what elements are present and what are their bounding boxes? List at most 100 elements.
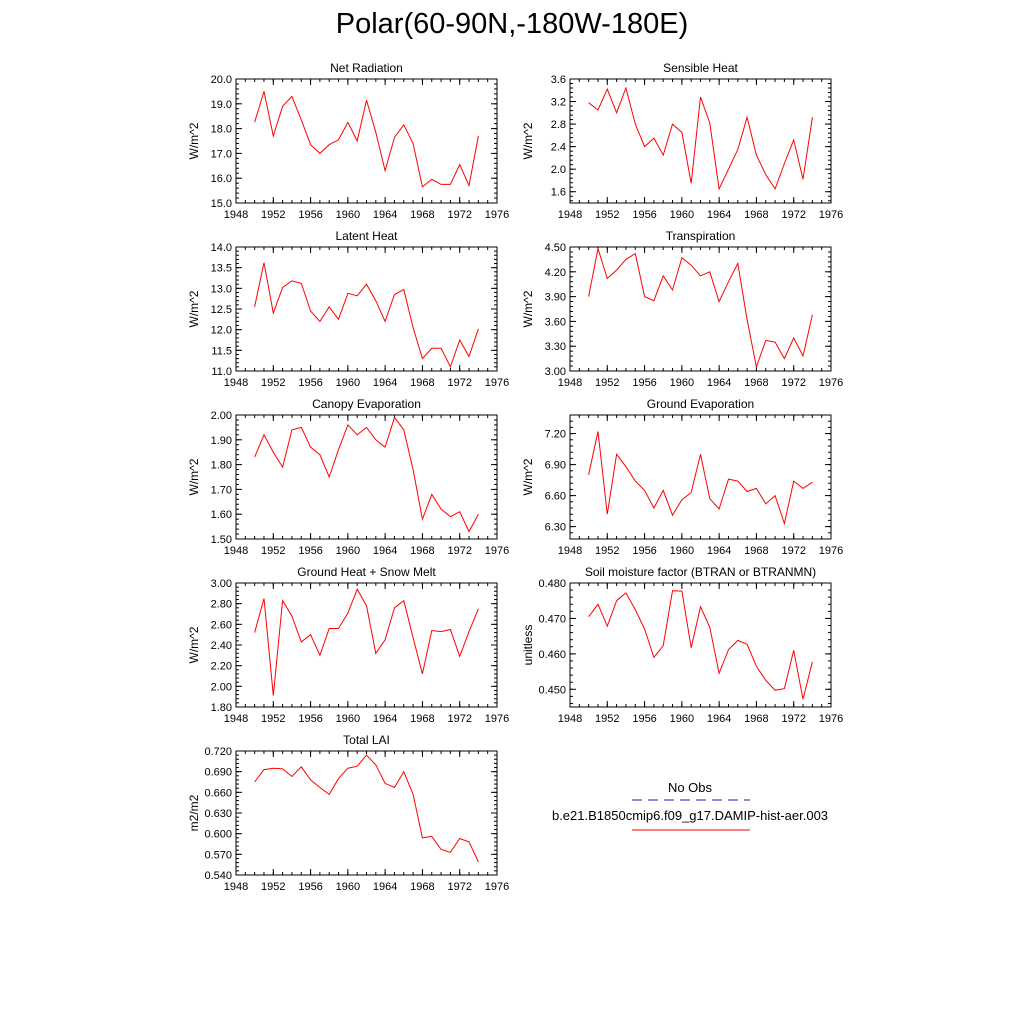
legend: No Obs b.e21.B1850cmip6.f09_g17.DAMIP-hi… — [552, 780, 828, 831]
x-tick-label: 1956 — [298, 881, 322, 893]
y-tick-label: 4.20 — [545, 267, 566, 279]
y-tick-label: 0.570 — [204, 849, 232, 861]
x-tick-label: 1948 — [224, 377, 248, 389]
y-tick-label: 0.450 — [538, 684, 566, 696]
x-tick-label: 1960 — [336, 881, 360, 893]
x-tick-label: 1964 — [707, 713, 731, 725]
y-tick-label: 0.460 — [538, 649, 566, 661]
x-tick-label: 1948 — [558, 713, 582, 725]
x-tick-label: 1960 — [670, 377, 694, 389]
x-tick-label: 1964 — [373, 377, 397, 389]
y-tick-label: 0.660 — [204, 787, 232, 799]
x-tick-label: 1948 — [224, 209, 248, 221]
y-axis-label: W/m^2 — [187, 626, 201, 663]
y-tick-label: 13.0 — [211, 283, 232, 295]
y-tick-label: 11.5 — [211, 345, 232, 357]
y-tick-label: 0.720 — [204, 746, 232, 758]
y-tick-label: 1.50 — [211, 534, 232, 546]
series-line — [588, 248, 813, 369]
y-tick-label: 3.30 — [545, 341, 566, 353]
plot-frame — [569, 582, 832, 708]
y-tick-label: 14.0 — [211, 242, 232, 254]
chart-panel-2: Latent Heat W/m^2 1948 1952 1956 1960 1964 1968… — [187, 229, 509, 389]
x-tick-label: 1956 — [298, 209, 322, 221]
y-tick-label: 3.2 — [551, 97, 566, 109]
y-tick-label: 2.40 — [211, 640, 232, 652]
x-tick-label: 1976 — [485, 545, 509, 557]
x-tick-label: 1968 — [744, 377, 768, 389]
x-tick-label: 1968 — [744, 545, 768, 557]
panel-title: Total LAI — [343, 733, 390, 747]
y-tick-label: 6.90 — [545, 460, 566, 472]
y-tick-label: 1.80 — [211, 460, 232, 472]
x-tick-label: 1952 — [261, 713, 285, 725]
x-tick-label: 1956 — [632, 545, 656, 557]
x-tick-label: 1968 — [410, 881, 434, 893]
x-tick-label: 1956 — [632, 377, 656, 389]
y-axis-label: W/m^2 — [521, 122, 535, 159]
series-line — [254, 754, 479, 863]
y-tick-label: 2.80 — [211, 599, 232, 611]
x-tick-label: 1968 — [410, 545, 434, 557]
x-tick-label: 1972 — [447, 881, 471, 893]
x-tick-label: 1972 — [781, 377, 805, 389]
y-tick-label: 16.0 — [211, 173, 232, 185]
series-line — [254, 416, 479, 533]
plot-frame — [235, 414, 498, 540]
x-tick-label: 1972 — [781, 209, 805, 221]
x-tick-label: 1956 — [298, 713, 322, 725]
x-tick-label: 1960 — [670, 713, 694, 725]
x-tick-label: 1968 — [410, 713, 434, 725]
x-tick-label: 1960 — [336, 545, 360, 557]
x-tick-label: 1976 — [485, 881, 509, 893]
x-tick-label: 1972 — [447, 713, 471, 725]
y-tick-label: 3.6 — [551, 74, 566, 86]
y-tick-label: 3.90 — [545, 292, 566, 304]
plot-frame — [235, 78, 498, 204]
figure-title: Polar(60-90N,-180W-180E) — [335, 8, 689, 40]
x-tick-label: 1948 — [558, 545, 582, 557]
series-line — [588, 86, 813, 191]
y-tick-label: 1.70 — [211, 484, 232, 496]
x-tick-label: 1948 — [224, 713, 248, 725]
x-tick-label: 1960 — [670, 545, 694, 557]
y-tick-label: 15.0 — [211, 198, 232, 210]
chart-panel-6: Ground Heat + Snow Melt W/m^2 1948 1952 1956… — [187, 565, 509, 725]
x-tick-label: 1972 — [447, 377, 471, 389]
plot-frame — [569, 414, 832, 540]
chart-panel-3: Transpiration W/m^2 1948 1952 1956 1960 1964 19… — [521, 229, 843, 389]
chart-panel-4: Canopy Evaporation W/m^2 1948 1952 1956 1960 1… — [187, 397, 509, 557]
panel-title: Soil moisture factor (BTRAN or BTRANMN) — [585, 565, 816, 579]
chart-panel-5: Ground Evaporation W/m^2 1948 1952 1956 1960 1… — [521, 397, 843, 557]
y-tick-label: 6.60 — [545, 491, 566, 503]
y-axis-label: W/m^2 — [521, 458, 535, 495]
y-tick-label: 0.470 — [538, 613, 566, 625]
y-tick-label: 2.00 — [211, 410, 232, 422]
plot-frame — [235, 582, 498, 708]
x-tick-label: 1964 — [373, 545, 397, 557]
x-tick-label: 1964 — [373, 209, 397, 221]
y-tick-label: 0.630 — [204, 808, 232, 820]
y-tick-label: 0.480 — [538, 578, 566, 590]
x-tick-label: 1956 — [298, 377, 322, 389]
panel-title: Transpiration — [666, 229, 736, 243]
y-tick-label: 1.6 — [551, 187, 566, 199]
y-axis-label: W/m^2 — [187, 122, 201, 159]
y-axis-label: W/m^2 — [521, 290, 535, 327]
y-tick-label: 6.30 — [545, 522, 566, 534]
chart-panel-1: Sensible Heat W/m^2 1948 1952 1956 1960 1964 19… — [521, 61, 843, 221]
y-axis-label: m2/m2 — [187, 794, 201, 831]
y-tick-label: 1.60 — [211, 509, 232, 521]
chart-panel-7: Soil moisture factor (BTRAN or BTRANMN) u… — [521, 565, 843, 725]
x-tick-label: 1952 — [261, 209, 285, 221]
y-axis-label: W/m^2 — [187, 458, 201, 495]
x-tick-label: 1972 — [447, 545, 471, 557]
chart-panel-8: Total LAI m2/m2 1948 1952 1956 1960 1964 1968 19… — [187, 733, 509, 893]
y-axis-label: unitless — [521, 625, 535, 666]
legend-label-no-obs: No Obs — [668, 780, 713, 795]
x-tick-label: 1976 — [485, 209, 509, 221]
x-tick-label: 1964 — [707, 377, 731, 389]
x-tick-label: 1952 — [595, 209, 619, 221]
x-tick-label: 1956 — [632, 713, 656, 725]
